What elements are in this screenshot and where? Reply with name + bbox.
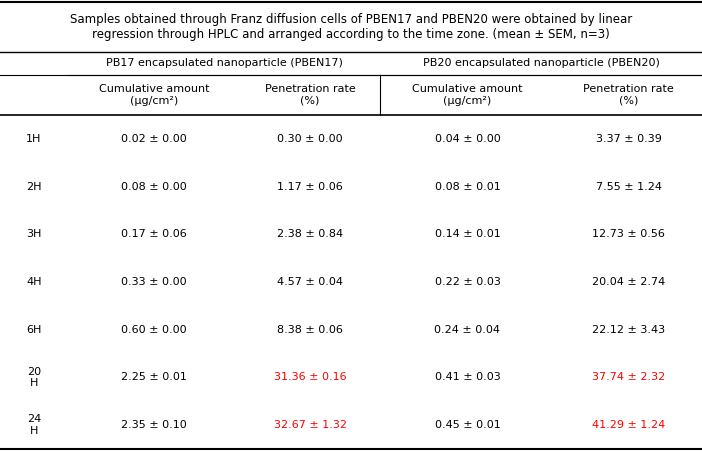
Text: 0.22 ± 0.03: 0.22 ± 0.03 xyxy=(435,277,501,287)
Text: 24
H: 24 H xyxy=(27,414,41,436)
Text: Cumulative amount
(μg/cm²): Cumulative amount (μg/cm²) xyxy=(412,84,523,106)
Text: PB20 encapsulated nanoparticle (PBEN20): PB20 encapsulated nanoparticle (PBEN20) xyxy=(423,59,659,69)
Text: 2.38 ± 0.84: 2.38 ± 0.84 xyxy=(277,229,343,239)
Text: 0.33 ± 0.00: 0.33 ± 0.00 xyxy=(121,277,187,287)
Text: 0.02 ± 0.00: 0.02 ± 0.00 xyxy=(121,134,187,144)
Text: 0.24 ± 0.04: 0.24 ± 0.04 xyxy=(435,325,501,335)
Text: 2.25 ± 0.01: 2.25 ± 0.01 xyxy=(121,373,187,382)
Text: 2H: 2H xyxy=(26,182,41,192)
Text: 4.57 ± 0.04: 4.57 ± 0.04 xyxy=(277,277,343,287)
Text: 37.74 ± 2.32: 37.74 ± 2.32 xyxy=(592,373,665,382)
Text: 20
H: 20 H xyxy=(27,367,41,388)
Text: 4H: 4H xyxy=(26,277,41,287)
Text: 0.41 ± 0.03: 0.41 ± 0.03 xyxy=(435,373,501,382)
Text: 12.73 ± 0.56: 12.73 ± 0.56 xyxy=(592,229,665,239)
Text: 2.35 ± 0.10: 2.35 ± 0.10 xyxy=(121,420,187,430)
Text: 0.08 ± 0.00: 0.08 ± 0.00 xyxy=(121,182,187,192)
Text: Penetration rate
(%): Penetration rate (%) xyxy=(583,84,674,106)
Text: 0.30 ± 0.00: 0.30 ± 0.00 xyxy=(277,134,343,144)
Text: Cumulative amount
(μg/cm²): Cumulative amount (μg/cm²) xyxy=(99,84,209,106)
Text: 1H: 1H xyxy=(26,134,41,144)
Text: 0.04 ± 0.00: 0.04 ± 0.00 xyxy=(435,134,501,144)
Text: 20.04 ± 2.74: 20.04 ± 2.74 xyxy=(592,277,665,287)
Text: 0.08 ± 0.01: 0.08 ± 0.01 xyxy=(435,182,501,192)
Text: 41.29 ± 1.24: 41.29 ± 1.24 xyxy=(592,420,665,430)
Text: Penetration rate
(%): Penetration rate (%) xyxy=(265,84,355,106)
Text: 31.36 ± 0.16: 31.36 ± 0.16 xyxy=(274,373,346,382)
Text: 0.45 ± 0.01: 0.45 ± 0.01 xyxy=(435,420,501,430)
Text: 32.67 ± 1.32: 32.67 ± 1.32 xyxy=(274,420,347,430)
Text: 22.12 ± 3.43: 22.12 ± 3.43 xyxy=(592,325,665,335)
Text: 3.37 ± 0.39: 3.37 ± 0.39 xyxy=(595,134,661,144)
Text: 7.55 ± 1.24: 7.55 ± 1.24 xyxy=(595,182,661,192)
Text: 3H: 3H xyxy=(26,229,41,239)
Text: 0.17 ± 0.06: 0.17 ± 0.06 xyxy=(121,229,187,239)
Text: Samples obtained through Franz diffusion cells of PBEN17 and PBEN20 were obtaine: Samples obtained through Franz diffusion… xyxy=(70,13,632,41)
Text: 8.38 ± 0.06: 8.38 ± 0.06 xyxy=(277,325,343,335)
Text: 6H: 6H xyxy=(26,325,41,335)
Text: 1.17 ± 0.06: 1.17 ± 0.06 xyxy=(277,182,343,192)
Text: PB17 encapsulated nanoparticle (PBEN17): PB17 encapsulated nanoparticle (PBEN17) xyxy=(105,59,343,69)
Text: 0.60 ± 0.00: 0.60 ± 0.00 xyxy=(121,325,187,335)
Text: 0.14 ± 0.01: 0.14 ± 0.01 xyxy=(435,229,501,239)
